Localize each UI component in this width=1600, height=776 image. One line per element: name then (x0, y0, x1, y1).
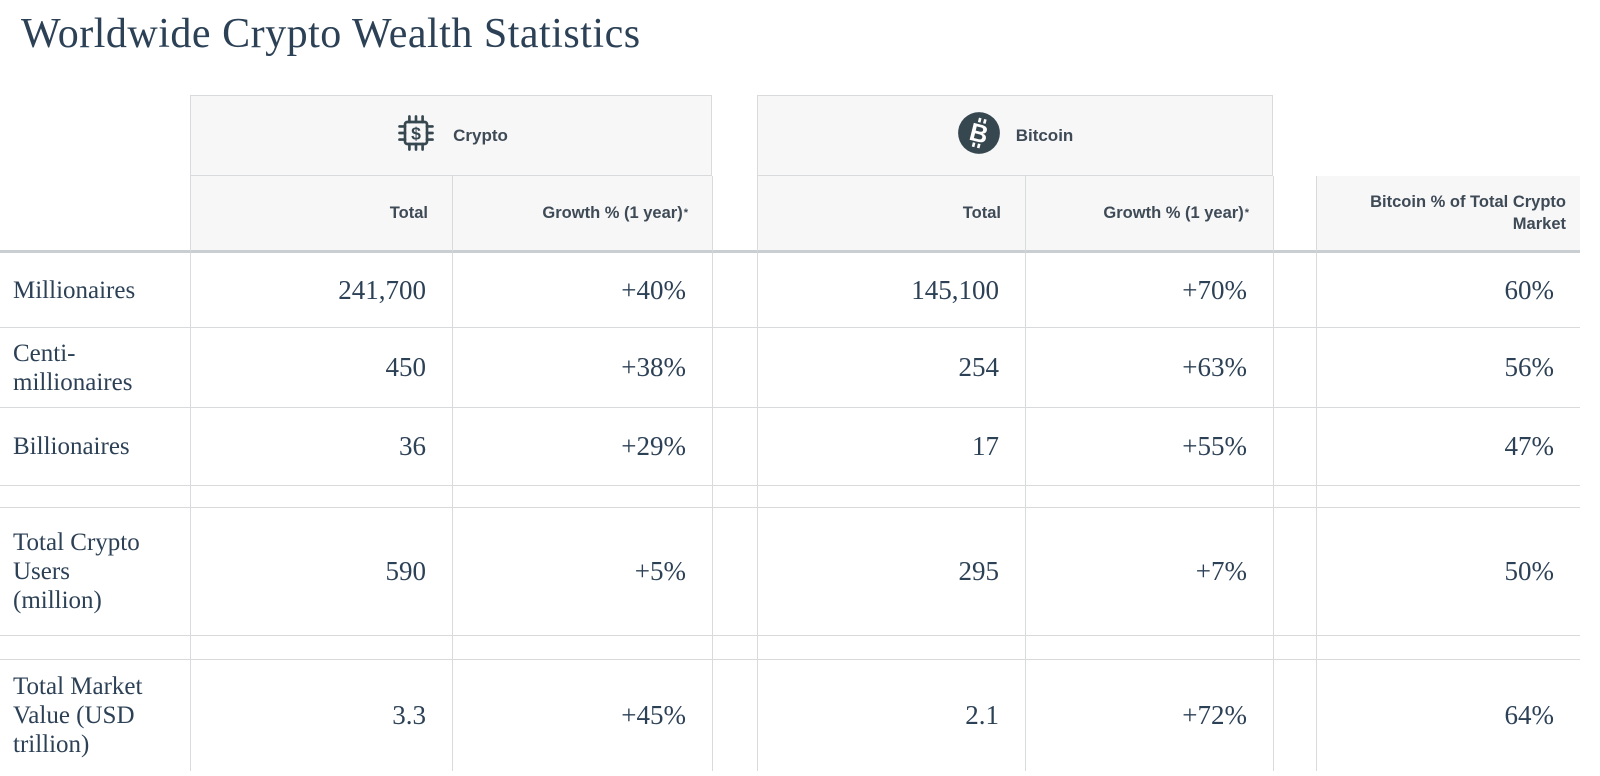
cell-bitcoin-total: 295 (757, 508, 1025, 636)
spacer-cell (712, 486, 757, 508)
group-label-bitcoin: Bitcoin (1015, 125, 1074, 145)
cell-bitcoin-total: 17 (757, 408, 1025, 486)
gap-cell (1273, 253, 1316, 328)
gap-cell (712, 408, 757, 486)
group-header-crypto: $ Crypto (190, 95, 712, 176)
spacer-cell (190, 486, 452, 508)
group-gap-cell (712, 95, 757, 176)
page-title: Worldwide Crypto Wealth Statistics (21, 11, 641, 57)
crypto-wealth-table: $ Crypto B Bitcoin Total Growth % (1 yea… (0, 95, 1580, 771)
spacer-cell (0, 636, 190, 660)
spacer-cell (1316, 486, 1580, 508)
col-header-crypto-total: Total (190, 176, 452, 253)
row-label: Total Crypto Users (million) (0, 508, 190, 636)
cell-btc-share: 47% (1316, 408, 1580, 486)
col-header-bitcoin-growth: Growth % (1 year) * (1025, 176, 1273, 253)
cell-crypto-growth: +5% (452, 508, 712, 636)
gap-cell (712, 508, 757, 636)
row-label: Total Market Value (USD trillion) (13, 673, 143, 758)
gap-cell (1273, 328, 1316, 408)
cell-bitcoin-growth: +72% (1025, 660, 1273, 771)
gap-cell (1273, 508, 1316, 636)
gap-cell (1273, 176, 1316, 253)
cell-crypto-growth: +29% (452, 408, 712, 486)
cell-btc-share: 50% (1316, 508, 1580, 636)
spacer-cell (190, 636, 452, 660)
cell-crypto-growth: +40% (452, 253, 712, 328)
group-label-crypto: Crypto (453, 125, 508, 145)
spacer-cell (1025, 486, 1273, 508)
cell-crypto-total: 36 (190, 408, 452, 486)
row-label: Centi-millionaires (0, 328, 190, 408)
cell-bitcoin-total: 254 (757, 328, 1025, 408)
footnote-asterisk: * (683, 207, 688, 219)
spacer-cell (1273, 636, 1316, 660)
corner-blank-cell (0, 95, 190, 176)
col-header-crypto-growth: Growth % (1 year) * (452, 176, 712, 253)
subheader-blank-cell (0, 176, 190, 253)
cell-bitcoin-growth: +63% (1025, 328, 1273, 408)
row-label: Billionaires (0, 408, 190, 486)
spacer-cell (712, 636, 757, 660)
row-label: Millionaires (0, 253, 190, 328)
gap-cell (712, 328, 757, 408)
cell-crypto-total: 3.3 (190, 660, 452, 771)
spacer-cell (757, 636, 1025, 660)
col-header-btc-share: Bitcoin % of Total Crypto Market (1316, 176, 1580, 253)
gap-cell (712, 660, 757, 771)
group-gap-cell (1273, 95, 1316, 176)
cell-crypto-total: 241,700 (190, 253, 452, 328)
cell-bitcoin-growth: +70% (1025, 253, 1273, 328)
gap-cell (1273, 660, 1316, 771)
cell-crypto-total: 590 (190, 508, 452, 636)
cell-bitcoin-growth: +55% (1025, 408, 1273, 486)
svg-text:$: $ (411, 124, 421, 144)
gap-cell (712, 176, 757, 253)
bitcoin-icon: B (957, 111, 1001, 160)
spacer-cell (1025, 636, 1273, 660)
gap-cell (712, 253, 757, 328)
spacer-cell (0, 486, 190, 508)
spacer-cell (452, 636, 712, 660)
gap-cell (1273, 408, 1316, 486)
cell-crypto-growth: +38% (452, 328, 712, 408)
cell-btc-share: 56% (1316, 328, 1580, 408)
spacer-cell (757, 486, 1025, 508)
col-header-bitcoin-total: Total (757, 176, 1025, 253)
cell-bitcoin-total: 145,100 (757, 253, 1025, 328)
cell-bitcoin-growth: +7% (1025, 508, 1273, 636)
group-blank-cell (1316, 95, 1580, 176)
spacer-cell (452, 486, 712, 508)
cell-bitcoin-total: 2.1 (757, 660, 1025, 771)
cell-crypto-growth: +45% (452, 660, 712, 771)
cell-crypto-total: 450 (190, 328, 452, 408)
chip-dollar-icon: $ (394, 111, 438, 160)
cell-btc-share: 64% (1316, 660, 1580, 771)
spacer-cell (1273, 486, 1316, 508)
group-header-bitcoin: B Bitcoin (757, 95, 1273, 176)
cell-btc-share: 60% (1316, 253, 1580, 328)
spacer-cell (1316, 636, 1580, 660)
footnote-asterisk: * (1244, 207, 1249, 219)
